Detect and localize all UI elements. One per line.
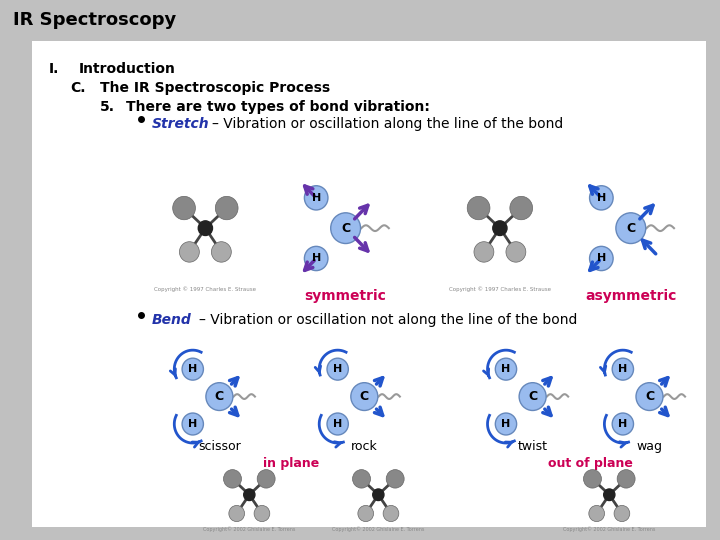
Circle shape <box>603 489 615 501</box>
Circle shape <box>495 413 517 435</box>
Circle shape <box>495 358 517 380</box>
Text: IR Spectroscopy: IR Spectroscopy <box>13 11 176 29</box>
Text: C: C <box>626 221 635 235</box>
Text: – Vibration or oscillation along the line of the bond: – Vibration or oscillation along the lin… <box>212 118 563 132</box>
Circle shape <box>358 505 374 522</box>
Text: asymmetric: asymmetric <box>585 289 677 303</box>
Text: twist: twist <box>518 440 548 453</box>
Text: H: H <box>333 364 342 374</box>
Text: H: H <box>501 419 510 429</box>
Text: C: C <box>645 390 654 403</box>
Circle shape <box>351 383 378 410</box>
Circle shape <box>327 413 348 435</box>
Circle shape <box>616 213 646 244</box>
Circle shape <box>215 197 238 220</box>
Text: wag: wag <box>636 440 662 453</box>
Text: 5.: 5. <box>99 100 114 114</box>
Text: H: H <box>618 419 627 429</box>
Text: Stretch: Stretch <box>152 118 210 132</box>
Text: There are two types of bond vibration:: There are two types of bond vibration: <box>126 100 430 114</box>
Circle shape <box>254 505 270 522</box>
Circle shape <box>206 383 233 410</box>
Text: H: H <box>501 364 510 374</box>
Circle shape <box>198 221 212 235</box>
Circle shape <box>474 242 494 262</box>
Text: scissor: scissor <box>198 440 240 453</box>
Circle shape <box>353 470 371 488</box>
Text: symmetric: symmetric <box>305 289 387 303</box>
Circle shape <box>330 213 361 244</box>
Text: H: H <box>597 193 606 203</box>
Text: Copyright© 2002 Ghislaine E. Torrens: Copyright© 2002 Ghislaine E. Torrens <box>332 526 425 532</box>
Circle shape <box>614 505 630 522</box>
Text: C.: C. <box>70 81 85 95</box>
Circle shape <box>636 383 663 410</box>
Circle shape <box>212 242 231 262</box>
Text: – Vibration or oscillation not along the line of the bond: – Vibration or oscillation not along the… <box>199 313 577 327</box>
Text: in plane: in plane <box>264 457 320 470</box>
Text: C: C <box>215 390 224 403</box>
Circle shape <box>583 470 601 488</box>
Text: I.: I. <box>49 62 60 76</box>
Text: H: H <box>312 193 321 203</box>
Circle shape <box>229 505 245 522</box>
Text: Copyright© 2002 Ghislaine E. Torrens: Copyright© 2002 Ghislaine E. Torrens <box>203 526 295 532</box>
Circle shape <box>173 197 195 220</box>
Text: Introduction: Introduction <box>79 62 176 76</box>
Text: out of plane: out of plane <box>548 457 633 470</box>
FancyBboxPatch shape <box>29 37 709 530</box>
Circle shape <box>467 197 490 220</box>
Text: rock: rock <box>351 440 378 453</box>
Text: The IR Spectroscopic Process: The IR Spectroscopic Process <box>99 81 330 95</box>
Circle shape <box>492 221 507 235</box>
Circle shape <box>612 358 634 380</box>
Text: C: C <box>528 390 537 403</box>
Text: H: H <box>312 253 321 264</box>
Circle shape <box>257 470 275 488</box>
Circle shape <box>590 246 613 271</box>
Text: Bend: Bend <box>152 313 192 327</box>
Circle shape <box>383 505 399 522</box>
Text: Copyright © 1997 Charles E. Strause: Copyright © 1997 Charles E. Strause <box>154 286 256 292</box>
Circle shape <box>612 413 634 435</box>
Circle shape <box>373 489 384 501</box>
Circle shape <box>182 413 204 435</box>
Circle shape <box>519 383 546 410</box>
Circle shape <box>617 470 635 488</box>
Circle shape <box>179 242 199 262</box>
Text: Copyright © 1997 Charles E. Strause: Copyright © 1997 Charles E. Strause <box>449 286 551 292</box>
Circle shape <box>590 186 613 210</box>
Text: H: H <box>188 419 197 429</box>
Circle shape <box>327 358 348 380</box>
Circle shape <box>510 197 533 220</box>
Circle shape <box>243 489 255 501</box>
Text: C: C <box>341 221 350 235</box>
Text: C: C <box>360 390 369 403</box>
Text: H: H <box>333 419 342 429</box>
Circle shape <box>305 186 328 210</box>
Circle shape <box>182 358 204 380</box>
Circle shape <box>506 242 526 262</box>
Circle shape <box>386 470 404 488</box>
Text: H: H <box>597 253 606 264</box>
Text: H: H <box>618 364 627 374</box>
Text: Copyright© 2002 Ghislaine E. Torrens: Copyright© 2002 Ghislaine E. Torrens <box>563 526 655 532</box>
Circle shape <box>223 470 241 488</box>
Text: H: H <box>188 364 197 374</box>
Circle shape <box>589 505 605 522</box>
Circle shape <box>305 246 328 271</box>
